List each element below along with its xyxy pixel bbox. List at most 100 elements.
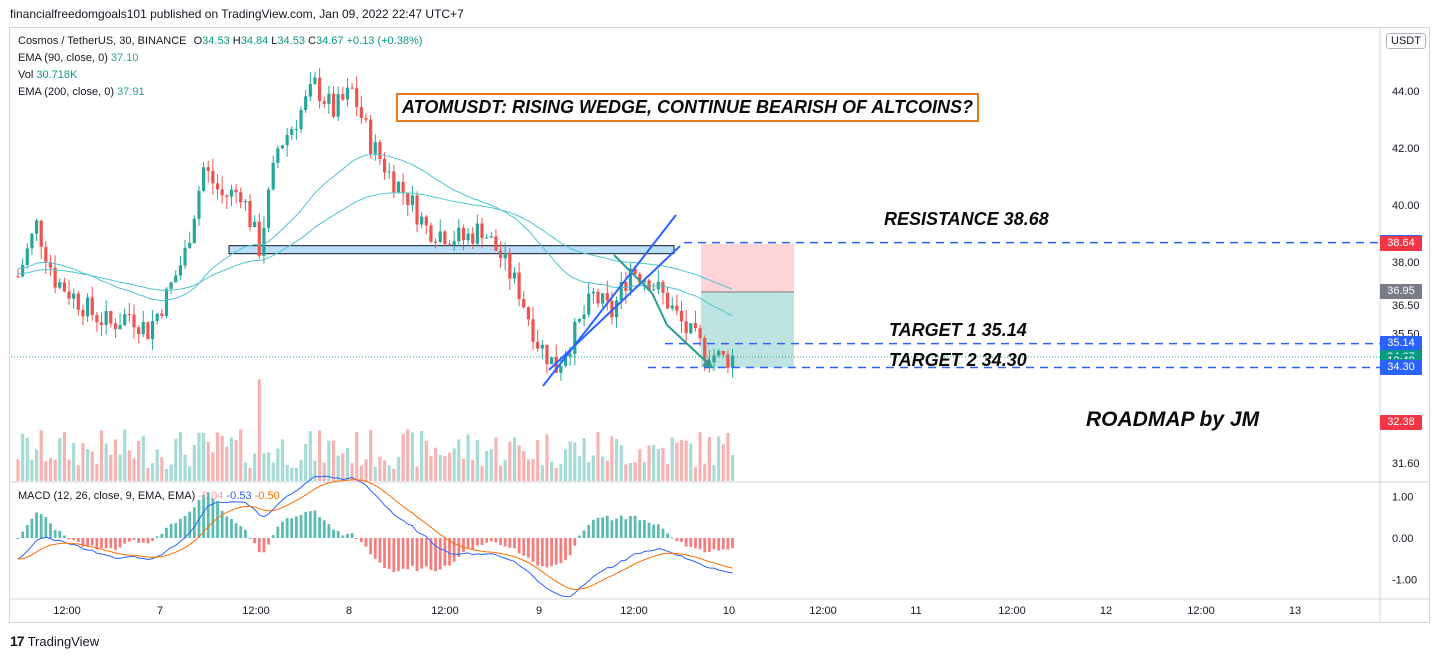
macd-histogram-bar bbox=[411, 538, 414, 566]
macd-histogram-bar bbox=[406, 538, 410, 570]
candle-body bbox=[526, 307, 530, 320]
open-label: O bbox=[193, 35, 203, 47]
volume-bar bbox=[308, 431, 312, 481]
candle-body bbox=[229, 189, 234, 197]
candle-body bbox=[90, 297, 94, 315]
volume-bar bbox=[420, 431, 424, 481]
candle-body bbox=[39, 220, 43, 247]
volume-bar bbox=[703, 463, 707, 481]
macd-histogram-bar bbox=[369, 538, 373, 555]
volume-bar bbox=[712, 465, 716, 481]
time-tick-label: 9 bbox=[536, 605, 542, 617]
macd-histogram-bar bbox=[550, 538, 553, 567]
volume-bar bbox=[234, 440, 238, 481]
ema200-legend: EMA (200, close, 0) 37.91 bbox=[18, 86, 145, 98]
tradingview-logo[interactable]: 17 TradingView bbox=[10, 633, 99, 649]
macd-histogram-bar bbox=[499, 538, 502, 546]
candle-body bbox=[675, 305, 679, 311]
volume-bar bbox=[294, 467, 298, 481]
macd-histogram-bar bbox=[489, 538, 493, 542]
low-value: 34.53 bbox=[277, 35, 305, 47]
macd-histogram-bar bbox=[485, 538, 489, 543]
volume-bar bbox=[364, 459, 368, 481]
macd-histogram-bar bbox=[545, 538, 549, 568]
volume-bar bbox=[113, 439, 118, 481]
candle-body bbox=[183, 247, 187, 266]
volume-bar bbox=[461, 458, 466, 481]
volume-bar bbox=[313, 460, 317, 481]
volume-bar bbox=[652, 444, 656, 481]
macd-histogram-bar bbox=[397, 538, 400, 572]
candle-body bbox=[58, 282, 62, 288]
time-tick-label: 12:00 bbox=[998, 605, 1026, 617]
volume-bar bbox=[517, 445, 521, 481]
candle-body bbox=[457, 227, 461, 242]
candle-body bbox=[350, 87, 354, 89]
volume-bar bbox=[591, 455, 595, 481]
volume-bar bbox=[471, 460, 475, 481]
macd-histogram-bar bbox=[494, 538, 498, 543]
candle-body bbox=[257, 221, 261, 256]
volume-bar bbox=[53, 459, 57, 481]
candle-body bbox=[730, 355, 735, 368]
volume-bar bbox=[141, 435, 145, 481]
ema90-legend: EMA (90, close, 0) 37.10 bbox=[18, 52, 138, 64]
candle-body bbox=[494, 236, 498, 251]
macd-histogram-bar bbox=[373, 538, 377, 559]
volume-bar bbox=[550, 461, 554, 481]
volume-bar bbox=[614, 438, 619, 481]
volume-bar bbox=[127, 450, 131, 481]
macd-histogram-bar bbox=[475, 538, 479, 546]
volume-bar bbox=[573, 442, 577, 481]
candle-body bbox=[536, 341, 540, 349]
candle-body bbox=[25, 248, 29, 265]
macd-histogram-bar bbox=[308, 511, 312, 538]
macd-histogram-bar bbox=[675, 538, 679, 542]
volume-bar bbox=[605, 460, 609, 481]
macd-histogram-bar bbox=[694, 538, 697, 549]
macd-histogram-bar bbox=[582, 530, 586, 538]
macd-histogram-bar bbox=[527, 538, 530, 558]
candle-body bbox=[141, 322, 145, 335]
volume-bar bbox=[137, 441, 141, 481]
volume-bar bbox=[498, 465, 503, 481]
macd-histogram-bar bbox=[21, 531, 25, 538]
volume-bar bbox=[109, 454, 113, 481]
volume-bar bbox=[30, 459, 34, 481]
macd-histogram-bar bbox=[457, 538, 461, 557]
price-tag: 36.95 bbox=[1380, 284, 1422, 300]
macd-histogram-bar bbox=[638, 520, 642, 538]
macd-histogram-bar bbox=[141, 538, 145, 543]
candle-body bbox=[72, 293, 76, 299]
volume-bar bbox=[489, 449, 493, 481]
volume-bar bbox=[150, 463, 155, 481]
volume-bar bbox=[44, 461, 48, 481]
macd-histogram-bar bbox=[707, 538, 711, 552]
candle-body bbox=[137, 327, 141, 335]
candle-body bbox=[382, 158, 387, 173]
candle-body bbox=[563, 356, 568, 367]
volume-bar bbox=[624, 464, 628, 481]
volume-bar bbox=[717, 436, 721, 481]
volume-bar bbox=[415, 466, 419, 481]
candle-body bbox=[684, 321, 688, 334]
candle-body bbox=[601, 293, 605, 304]
price-tick-label: 42.00 bbox=[1392, 143, 1420, 155]
volume-bar bbox=[299, 459, 303, 481]
candle-body bbox=[355, 88, 359, 107]
volume-bar bbox=[215, 432, 220, 481]
volume-bar bbox=[577, 455, 582, 481]
volume-bar bbox=[239, 429, 243, 481]
tv-logo-icon: 17 bbox=[10, 633, 25, 649]
currency-button[interactable]: USDT bbox=[1386, 33, 1426, 49]
candle-body bbox=[508, 252, 512, 279]
candle-body bbox=[123, 314, 127, 326]
time-tick-label: 11 bbox=[910, 605, 921, 617]
candle-body bbox=[76, 293, 80, 310]
volume-bar bbox=[689, 443, 693, 481]
macd-histogram-bar bbox=[420, 538, 424, 569]
price-tag: 38.64 bbox=[1380, 236, 1422, 252]
macd-histogram-bar bbox=[350, 533, 354, 538]
ema90-label: EMA (90, close, 0) bbox=[18, 52, 108, 64]
